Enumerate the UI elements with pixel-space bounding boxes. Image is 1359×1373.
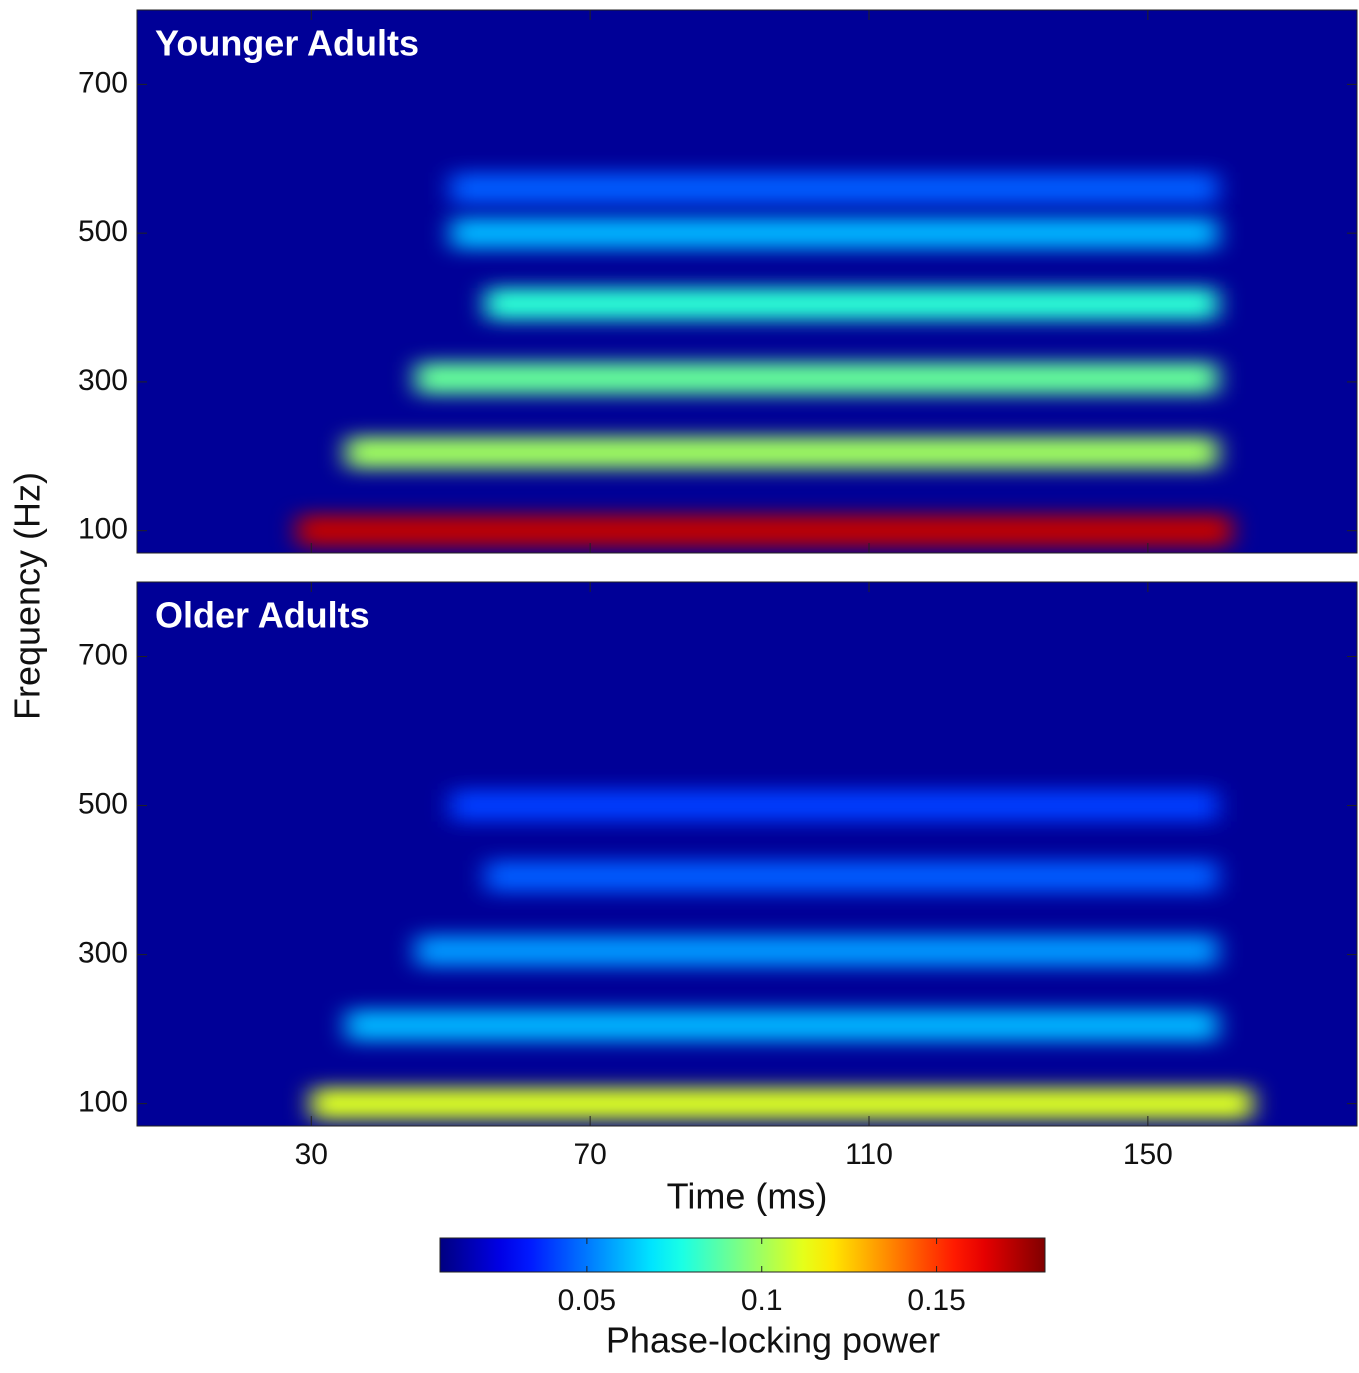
x-tick-label: 30 (295, 1138, 328, 1171)
power-band (415, 362, 1218, 395)
power-band (450, 172, 1218, 205)
y-tick-label: 500 (78, 787, 128, 820)
panel-frame (136, 9, 1358, 554)
heatmap-background (137, 582, 1357, 1126)
y-tick-label: 300 (78, 937, 128, 970)
panel-frame (136, 581, 1358, 1127)
x-tick-label: 110 (845, 1138, 893, 1171)
power-band (346, 1009, 1218, 1042)
colorbar-tick-label: 0.15 (907, 1284, 965, 1317)
x-tick-label: 150 (1123, 1138, 1173, 1171)
panel-title: Older Adults (155, 595, 370, 636)
power-band (450, 217, 1218, 250)
y-tick-label: 500 (78, 215, 128, 248)
y-tick-label: 300 (78, 364, 128, 397)
power-band (485, 287, 1218, 320)
colorbar-tick-label: 0.05 (558, 1284, 616, 1317)
x-axis-label: Time (ms) (667, 1176, 828, 1217)
power-band (485, 860, 1218, 893)
heatmap-background (137, 10, 1357, 553)
y-tick-label: 100 (78, 513, 128, 546)
panel-title: Younger Adults (155, 23, 419, 64)
power-band (346, 436, 1218, 469)
y-tick-label: 100 (78, 1086, 128, 1119)
y-tick-label: 700 (78, 66, 128, 99)
power-band (415, 934, 1218, 967)
power-band (297, 514, 1232, 547)
y-tick-label: 700 (78, 638, 128, 671)
colorbar-tick-label: 0.1 (741, 1284, 783, 1317)
power-band (450, 789, 1218, 822)
colorbar-label: Phase-locking power (606, 1320, 940, 1361)
y-axis-label: Frequency (Hz) (7, 472, 48, 720)
panel (137, 582, 1357, 1126)
panel (137, 10, 1357, 553)
colorbar (439, 1237, 1046, 1273)
x-tick-label: 70 (573, 1138, 606, 1171)
power-band (311, 1087, 1253, 1120)
